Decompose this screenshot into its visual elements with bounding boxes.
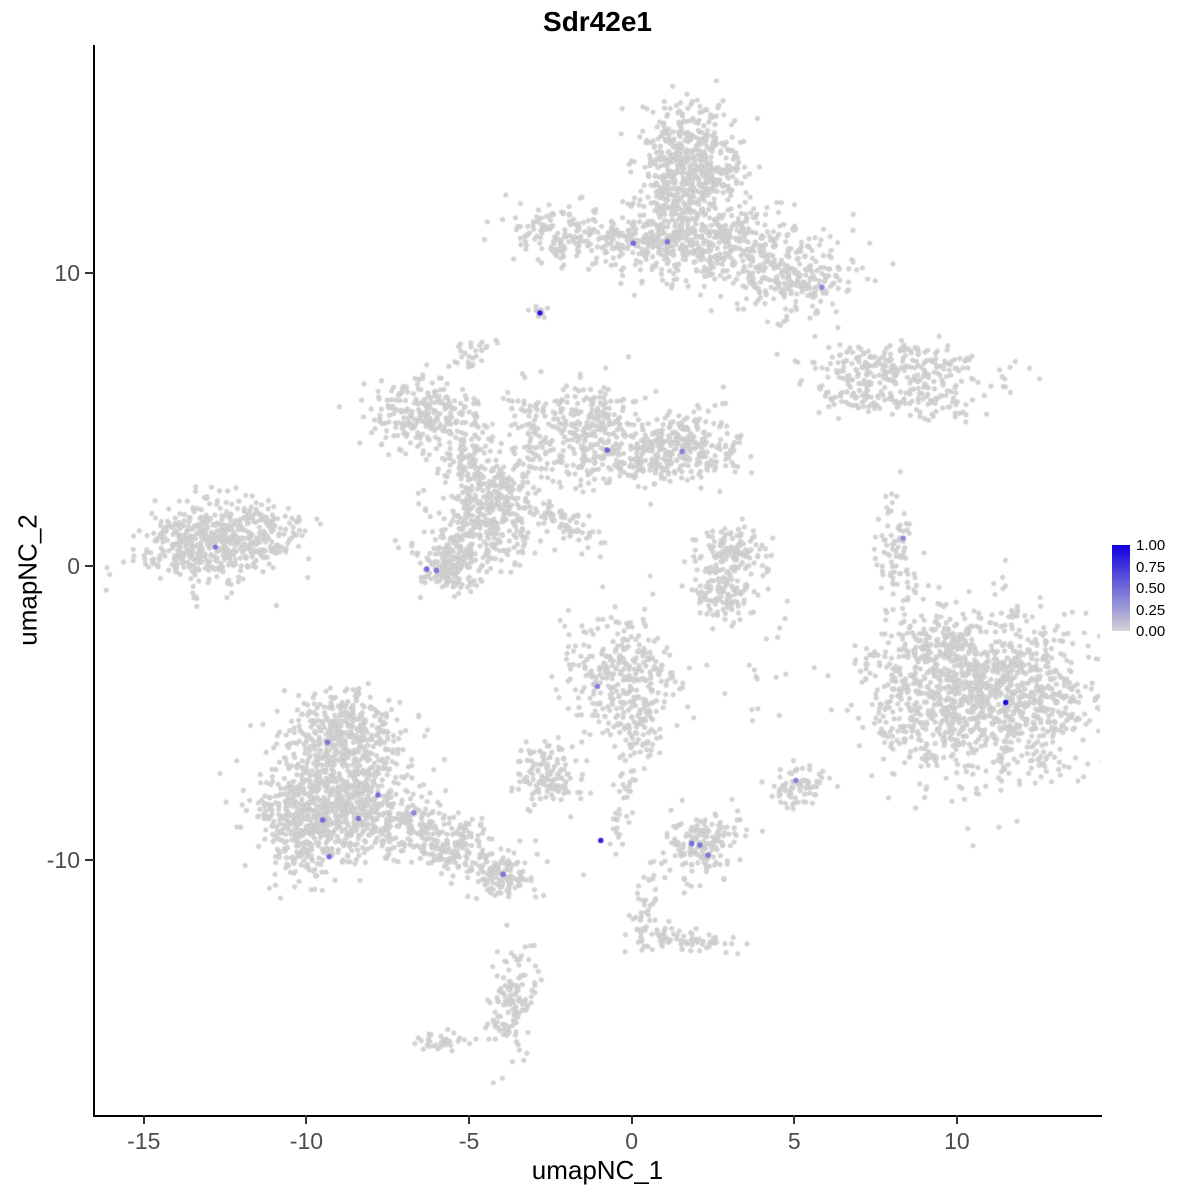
- x-tick-label: 10: [944, 1128, 970, 1154]
- y-tick-mark: [85, 858, 94, 861]
- color-legend: 1.00 0.75 0.50 0.25 0.00: [1112, 538, 1197, 640]
- legend-tick-label: 1.00: [1136, 537, 1166, 554]
- x-tick-mark: [305, 1115, 308, 1124]
- x-tick-mark: [793, 1115, 796, 1124]
- y-tick-label: 0: [67, 553, 80, 580]
- x-tick-mark: [142, 1115, 145, 1124]
- y-axis-title: umapNC_2: [12, 514, 43, 646]
- y-tick-mark: [85, 271, 94, 274]
- x-tick-label: -5: [458, 1128, 480, 1154]
- x-tick-mark: [468, 1115, 471, 1124]
- x-tick-mark: [955, 1115, 958, 1124]
- x-tick-label: -15: [127, 1128, 161, 1154]
- x-tick-mark: [630, 1115, 633, 1124]
- legend-tick-label: 0.00: [1136, 623, 1166, 640]
- x-tick-label: 0: [625, 1128, 639, 1154]
- y-tick-mark: [85, 565, 94, 568]
- y-tick-label: 10: [54, 259, 80, 286]
- y-tick-label: -10: [46, 846, 80, 873]
- legend-gradient-bar: [1112, 545, 1130, 631]
- legend-tick-label: 0.75: [1136, 558, 1166, 576]
- x-axis-line: [93, 1115, 1102, 1117]
- x-tick-label: 5: [787, 1128, 801, 1154]
- legend-tick-label: 0.25: [1136, 601, 1166, 619]
- x-axis-title: umapNC_1: [531, 1155, 664, 1185]
- legend-tick-label: 0.50: [1136, 580, 1166, 597]
- y-axis-line: [93, 45, 95, 1117]
- x-tick-label: -10: [289, 1128, 324, 1154]
